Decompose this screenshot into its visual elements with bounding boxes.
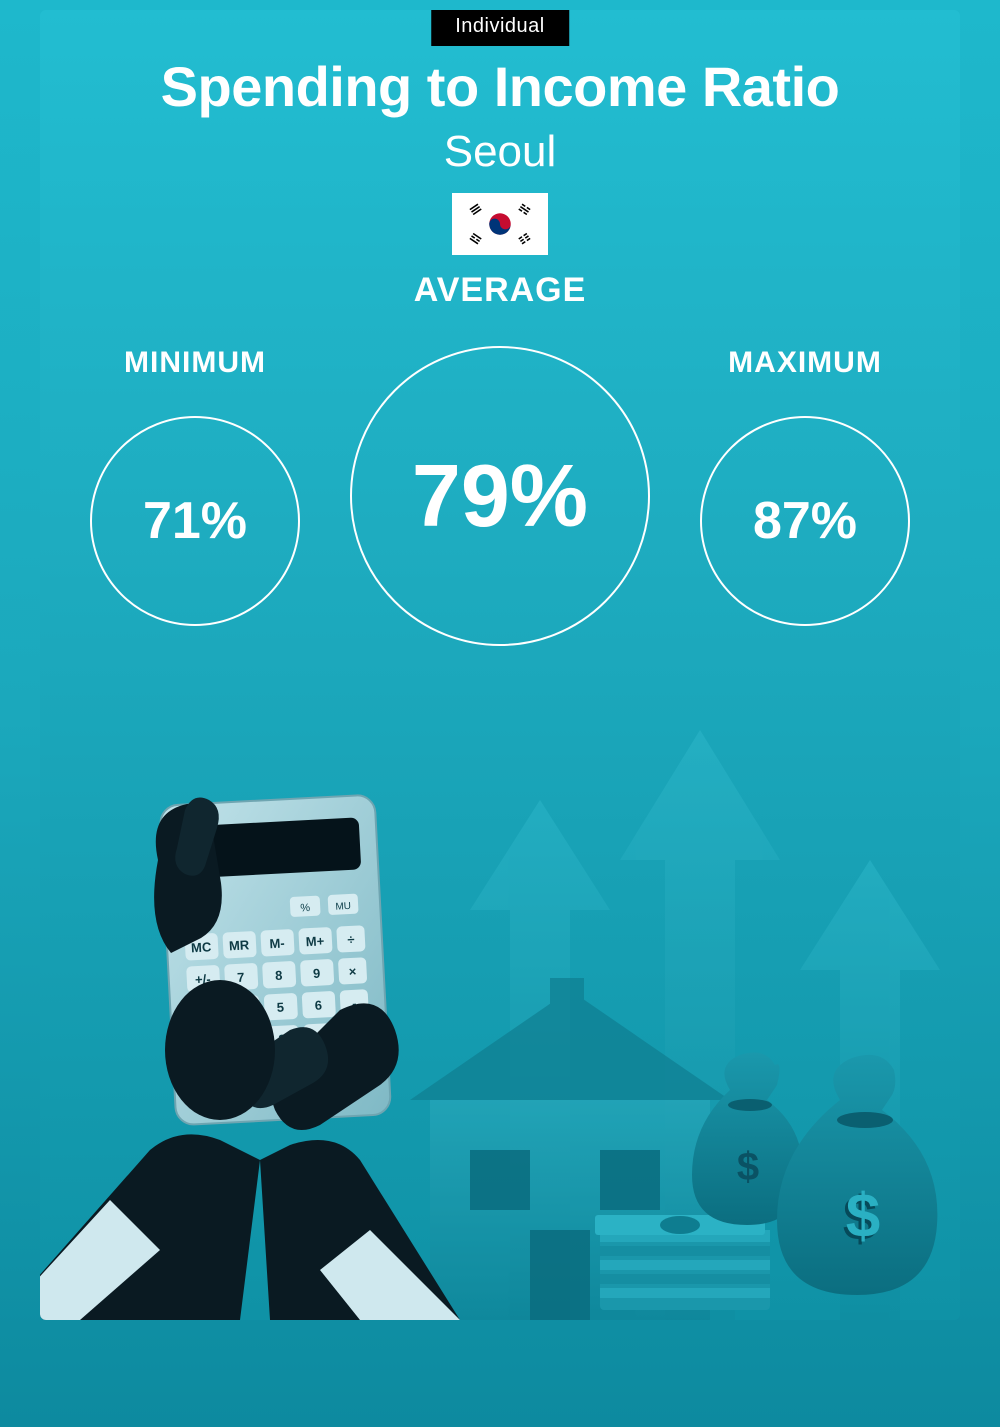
svg-text:9: 9 bbox=[313, 966, 321, 981]
svg-text:÷: ÷ bbox=[347, 932, 355, 947]
stats-row: MINIMUM 71% AVERAGE 79% MAXIMUM 87% bbox=[40, 325, 960, 646]
stat-maximum-value: 87% bbox=[700, 416, 910, 626]
hands-calculator-icon: % MU MC MR M- M+ ÷ +/- 7 8 9 bbox=[40, 795, 460, 1320]
svg-text:$: $ bbox=[737, 1145, 759, 1189]
stat-average: AVERAGE 79% bbox=[350, 271, 650, 646]
infographic-card: Individual Spending to Income Ratio Seou… bbox=[40, 10, 960, 1320]
svg-text:7: 7 bbox=[237, 970, 245, 985]
stat-minimum: MINIMUM 71% bbox=[90, 346, 300, 626]
stat-maximum-label: MAXIMUM bbox=[728, 346, 882, 380]
city-name: Seoul bbox=[40, 127, 960, 177]
finance-illustration: $ $ $ bbox=[40, 730, 960, 1320]
large-money-bag-icon: $ $ bbox=[777, 1055, 937, 1295]
svg-text:MC: MC bbox=[191, 939, 213, 955]
page-title: Spending to Income Ratio bbox=[40, 54, 960, 119]
money-stack-icon bbox=[595, 1215, 770, 1310]
svg-text:6: 6 bbox=[314, 998, 322, 1013]
stat-maximum: MAXIMUM 87% bbox=[700, 346, 910, 626]
svg-text:M+: M+ bbox=[305, 933, 325, 949]
svg-text:MU: MU bbox=[335, 901, 351, 913]
svg-text:%: % bbox=[300, 902, 311, 915]
stat-minimum-label: MINIMUM bbox=[124, 346, 266, 380]
category-tab: Individual bbox=[431, 10, 569, 46]
stat-minimum-value: 71% bbox=[90, 416, 300, 626]
svg-text:×: × bbox=[348, 964, 357, 979]
svg-text:M-: M- bbox=[269, 935, 285, 951]
svg-text:$: $ bbox=[846, 1182, 880, 1251]
south-korea-flag-icon bbox=[452, 193, 548, 255]
svg-text:8: 8 bbox=[275, 968, 283, 983]
svg-text:MR: MR bbox=[229, 937, 251, 953]
stat-average-label: AVERAGE bbox=[414, 271, 587, 310]
svg-text:5: 5 bbox=[276, 1000, 284, 1015]
stat-average-value: 79% bbox=[350, 346, 650, 646]
